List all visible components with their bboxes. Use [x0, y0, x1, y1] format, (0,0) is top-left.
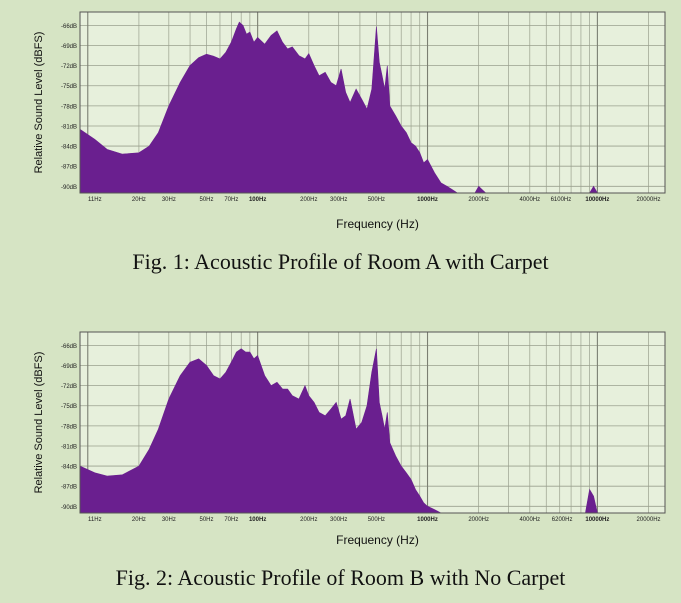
- x-tick-label: 1000Hz: [417, 197, 438, 203]
- plot-frame: [79, 11, 666, 194]
- y-tick-label: -72dB: [61, 64, 77, 70]
- x-tick-label: 2000Hz: [468, 197, 489, 203]
- x-tick-label: 500Hz: [368, 517, 385, 523]
- y-axis-label: Relative Sound Level (dBFS): [33, 32, 45, 174]
- x-tick-label: 6100Hz: [551, 197, 572, 203]
- y-tick-label: -90dB: [61, 185, 77, 191]
- figure-1-caption: Fig. 1: Acoustic Profile of Room A with …: [132, 249, 549, 274]
- x-tick-label: 20000Hz: [637, 197, 661, 203]
- x-tick-label: 100Hz: [249, 197, 266, 203]
- x-tick-label: 1000Hz: [417, 517, 438, 523]
- y-tick-label: -69dB: [61, 44, 77, 50]
- y-tick-label: -72dB: [61, 384, 77, 390]
- y-tick-label: -81dB: [61, 124, 77, 130]
- x-tick-label: 20Hz: [132, 197, 146, 203]
- y-tick-label: -69dB: [61, 364, 77, 370]
- x-tick-label: 2000Hz: [468, 517, 489, 523]
- x-tick-label: 10000Hz: [585, 517, 609, 523]
- x-tick-label: 4000Hz: [519, 197, 540, 203]
- y-tick-label: -81dB: [61, 444, 77, 450]
- y-tick-label: -84dB: [61, 145, 77, 151]
- x-tick-label: 100Hz: [249, 517, 266, 523]
- x-tick-label: 70Hz: [224, 517, 238, 523]
- plot-frame: [79, 331, 666, 514]
- chart-room-b: -66dB -69dB -72dB -75dB -78dB -81dB -84dB -87dB…: [33, 331, 666, 547]
- x-tick-label: 11Hz: [88, 197, 102, 203]
- x-tick-label: 11Hz: [88, 517, 102, 523]
- y-tick-label: -75dB: [61, 84, 77, 90]
- y-axis-label: Relative Sound Level (dBFS): [33, 352, 45, 494]
- x-tick-label: 50Hz: [200, 517, 214, 523]
- y-tick-label: -84dB: [61, 465, 77, 471]
- y-tick-label: -78dB: [61, 424, 77, 430]
- x-tick-label: 200Hz: [300, 517, 317, 523]
- y-tick-label: -87dB: [61, 485, 77, 491]
- y-tick-label: -78dB: [61, 104, 77, 110]
- x-tick-label: 20Hz: [132, 517, 146, 523]
- x-axis-label: Frequency (Hz): [336, 217, 419, 231]
- x-tick-label: 300Hz: [330, 197, 347, 203]
- x-tick-label: 70Hz: [224, 197, 238, 203]
- x-tick-label: 500Hz: [368, 197, 385, 203]
- x-tick-label: 20000Hz: [637, 517, 661, 523]
- x-tick-label: 300Hz: [330, 517, 347, 523]
- x-tick-label: 4000Hz: [519, 517, 540, 523]
- chart-room-a: -66dB -69dB -72dB -75dB -78dB -81dB -84dB -87dB…: [33, 11, 666, 231]
- x-tick-label: 30Hz: [162, 517, 176, 523]
- figure-2-caption: Fig. 2: Acoustic Profile of Room B with …: [115, 565, 566, 590]
- x-tick-label: 30Hz: [162, 197, 176, 203]
- x-axis-label: Frequency (Hz): [336, 533, 419, 547]
- spectrum-area: [79, 21, 665, 194]
- x-tick-label: 6200Hz: [552, 517, 573, 523]
- y-tick-label: -75dB: [61, 404, 77, 410]
- x-tick-label: 10000Hz: [585, 197, 609, 203]
- x-tick-label: 200Hz: [300, 197, 317, 203]
- y-tick-label: -66dB: [61, 344, 77, 350]
- y-tick-label: -90dB: [61, 505, 77, 511]
- y-tick-label: -66dB: [61, 24, 77, 30]
- y-tick-label: -87dB: [61, 165, 77, 171]
- x-tick-label: 50Hz: [200, 197, 214, 203]
